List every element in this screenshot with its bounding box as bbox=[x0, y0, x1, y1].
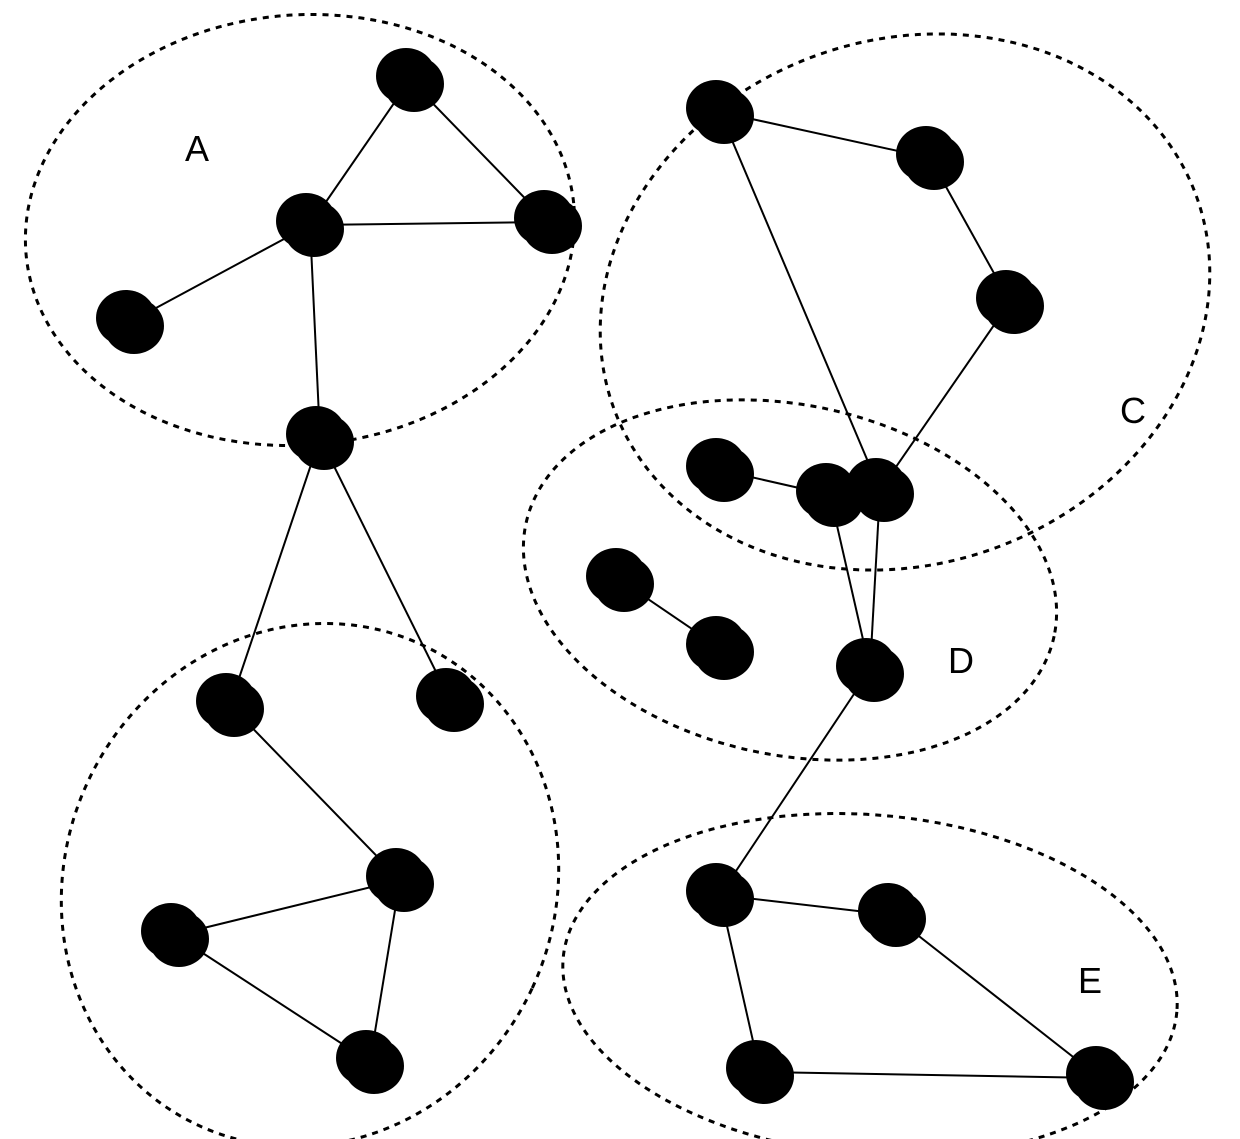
node-c1 bbox=[686, 80, 754, 144]
edge-e3-e4 bbox=[760, 1072, 1100, 1078]
node-a4 bbox=[96, 290, 164, 354]
cluster-label-A: A bbox=[185, 128, 209, 170]
node-c2 bbox=[896, 126, 964, 190]
node-d4 bbox=[686, 616, 754, 680]
node-d5 bbox=[836, 638, 904, 702]
node-e2 bbox=[858, 883, 926, 947]
cluster-boundary-D bbox=[490, 353, 1091, 808]
edge-d5-e1 bbox=[720, 670, 870, 895]
node-b3 bbox=[366, 848, 434, 912]
edge-e2-e4 bbox=[892, 915, 1100, 1078]
node-a2 bbox=[276, 193, 344, 257]
edge-c1-c4 bbox=[720, 112, 880, 490]
cluster-label-C: C bbox=[1120, 390, 1146, 432]
node-e3 bbox=[726, 1040, 794, 1104]
edge-b1-b3 bbox=[230, 705, 400, 880]
node-e4 bbox=[1066, 1046, 1134, 1110]
cluster-label-E: E bbox=[1078, 960, 1102, 1002]
edge-c3-c4 bbox=[880, 302, 1010, 490]
node-b5 bbox=[336, 1030, 404, 1094]
cluster-boundary-B bbox=[0, 541, 644, 1139]
edge-a5-b2 bbox=[320, 438, 450, 700]
node-a1 bbox=[376, 48, 444, 112]
edge-a2-a3 bbox=[310, 222, 548, 225]
node-d3 bbox=[586, 548, 654, 612]
edge-a2-a4 bbox=[130, 225, 310, 322]
edge-b3-b4 bbox=[175, 880, 400, 935]
node-d1 bbox=[686, 438, 754, 502]
node-b1 bbox=[196, 673, 264, 737]
node-c3 bbox=[976, 270, 1044, 334]
node-a5 bbox=[286, 406, 354, 470]
network-diagram bbox=[0, 0, 1240, 1139]
cluster-label-D: D bbox=[948, 640, 974, 682]
edge-a5-b1 bbox=[230, 438, 320, 705]
node-e1 bbox=[686, 863, 754, 927]
cluster-label-B: B bbox=[155, 920, 179, 962]
